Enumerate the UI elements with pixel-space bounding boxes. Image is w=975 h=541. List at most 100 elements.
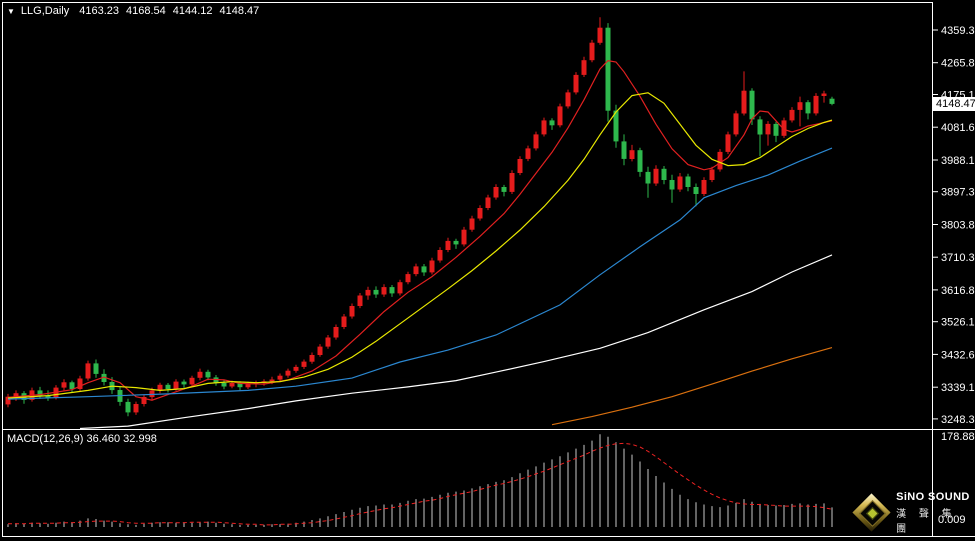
macd-signal-line — [8, 442, 833, 526]
brand-name: SiNO SOUND — [896, 491, 970, 503]
candle-bullish — [381, 287, 387, 295]
macd-scale-min-label: 0.009 — [938, 514, 966, 526]
candle-bullish — [285, 370, 291, 376]
candle-bullish — [301, 361, 307, 367]
price-tick-label: 3988.10 — [941, 155, 975, 167]
candle-bullish — [13, 393, 19, 397]
candle-bullish — [157, 384, 163, 391]
ma-slower-white — [79, 254, 833, 429]
candle-bullish — [5, 396, 11, 405]
candle-bullish — [525, 148, 531, 159]
candle-bullish — [653, 168, 659, 184]
candle-bullish — [445, 240, 451, 250]
candle-bearish — [389, 287, 395, 294]
candle-bullish — [701, 180, 707, 194]
price-tick-label: 3432.60 — [941, 349, 975, 361]
candle-bullish — [413, 266, 419, 275]
ma-slowest-orange — [551, 347, 833, 426]
low-value: 4144.12 — [172, 5, 213, 17]
symbol-info-bar: ▼ LLG,Daily 4163.23 4168.54 4144.12 4148… — [7, 5, 266, 17]
candle-bearish — [757, 119, 763, 135]
ma-fast-red — [7, 59, 833, 401]
candle-bullish — [141, 397, 147, 404]
candle-bullish — [493, 187, 499, 198]
candle-bullish — [741, 90, 747, 114]
candle-bullish — [565, 92, 571, 107]
broker-watermark: SiNO SOUND 漢 聲 集 團 — [852, 491, 975, 535]
candle-bullish — [469, 218, 475, 230]
symbol-period-label: LLG,Daily — [20, 5, 70, 17]
candle-bearish — [501, 187, 507, 192]
candle-bullish — [765, 123, 771, 135]
candle-bearish — [237, 383, 243, 388]
price-tick-label: 3526.10 — [941, 317, 975, 329]
candle-bullish — [405, 274, 411, 283]
candle-bullish — [85, 363, 91, 379]
candle-bearish — [37, 390, 43, 396]
price-tick-label: 3248.35 — [941, 414, 975, 426]
candle-bullish — [61, 382, 67, 388]
candle-bearish — [605, 27, 611, 111]
candle-bullish — [429, 260, 435, 273]
candle-bullish — [189, 377, 195, 385]
candle-bullish — [309, 355, 315, 362]
candle-bearish — [69, 382, 75, 389]
candle-bearish — [685, 176, 691, 187]
price-tick-label: 3339.10 — [941, 382, 975, 394]
candle-bullish — [229, 383, 235, 387]
candle-bearish — [805, 102, 811, 114]
candle-bearish — [45, 396, 51, 398]
candle-bullish — [133, 404, 139, 413]
candle-bullish — [277, 375, 283, 380]
price-tick-label: 4265.85 — [941, 58, 975, 70]
candle-bullish — [317, 346, 323, 355]
price-tick-label: 4081.60 — [941, 122, 975, 134]
candle-bullish — [357, 295, 363, 306]
ma-overlays — [7, 59, 833, 429]
candle-bullish — [781, 120, 787, 136]
candle-bearish — [829, 98, 835, 104]
candle-bearish — [621, 141, 627, 159]
candle-bullish — [197, 371, 203, 378]
candle-bearish — [549, 120, 555, 126]
candle-bearish — [669, 180, 675, 190]
close-value: 4148.47 — [219, 5, 260, 17]
candle-bullish — [77, 378, 83, 389]
price-tick-label: 3710.35 — [941, 252, 975, 264]
candle-bearish — [125, 401, 131, 413]
candle-bearish — [613, 110, 619, 142]
candle-bullish — [677, 176, 683, 190]
candle-bullish — [709, 169, 715, 180]
candle-bearish — [645, 171, 651, 184]
collapse-arrow-icon[interactable]: ▼ — [7, 6, 15, 16]
candle-bearish — [421, 266, 427, 273]
price-tick-label: 3897.35 — [941, 187, 975, 199]
candle-bullish — [797, 102, 803, 110]
candle-bearish — [637, 150, 643, 172]
candle-bullish — [461, 229, 467, 245]
candle-bearish — [221, 383, 227, 387]
candle-bullish — [485, 197, 491, 208]
candle-bullish — [573, 74, 579, 93]
price-tick-label: 3616.85 — [941, 285, 975, 297]
candle-bearish — [453, 240, 459, 245]
candle-bullish — [813, 95, 819, 114]
candle-bearish — [165, 384, 171, 389]
candle-bullish — [341, 316, 347, 327]
candle-bullish — [269, 379, 275, 382]
candle-bullish — [725, 134, 731, 152]
candle-bearish — [749, 90, 755, 120]
high-value: 4168.54 — [125, 5, 166, 17]
macd-scale-max-label: 178.886 — [941, 431, 975, 443]
candle-bullish — [365, 289, 371, 296]
candle-bearish — [93, 363, 99, 374]
candle-bearish — [661, 168, 667, 180]
candle-bullish — [325, 337, 331, 347]
brand-name-chinese: 漢 聲 集 團 — [896, 509, 957, 535]
candle-bullish — [581, 60, 587, 75]
candle-bullish — [717, 151, 723, 170]
candle-bullish — [589, 42, 595, 61]
candle-bullish — [397, 282, 403, 294]
